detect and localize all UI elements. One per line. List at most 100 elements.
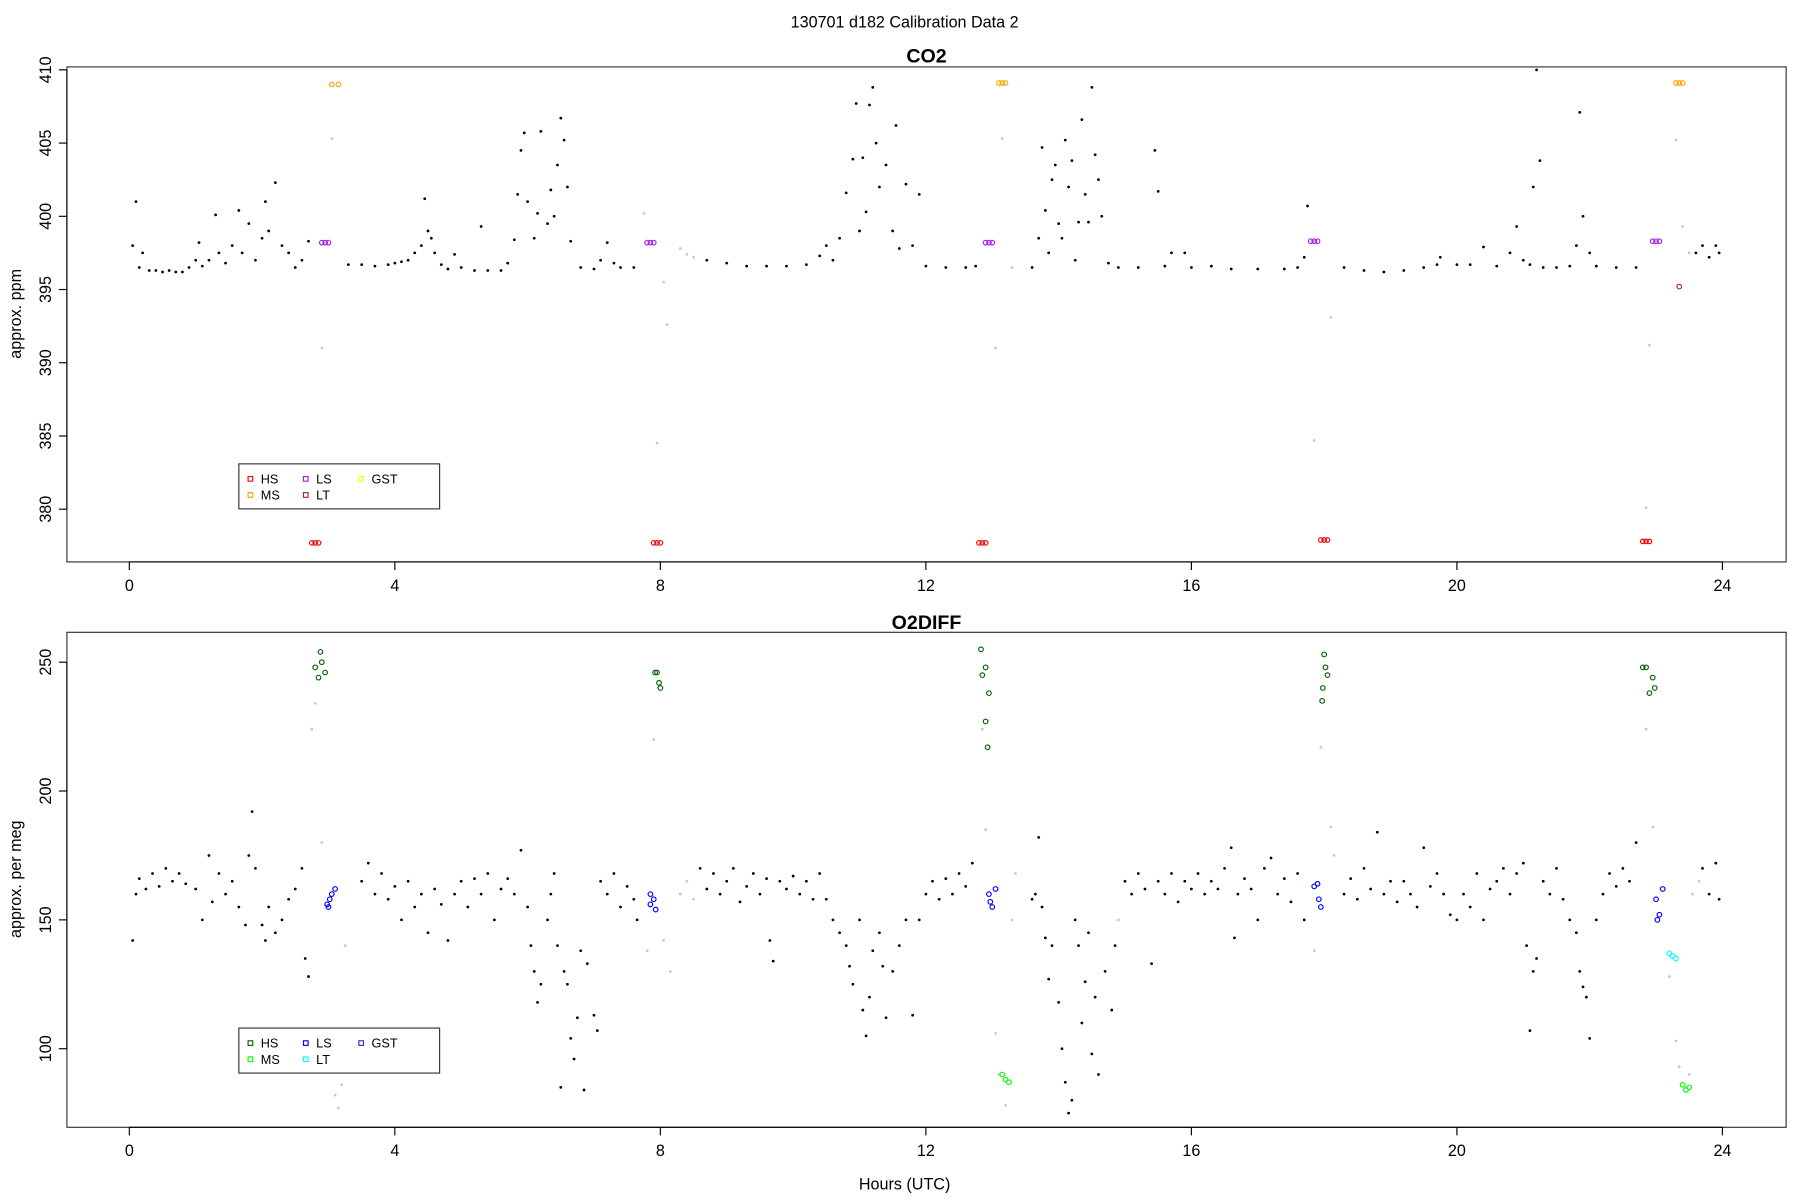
sample-point: [1402, 879, 1406, 883]
sample-point: [413, 905, 417, 909]
sample-point: [1093, 153, 1097, 157]
sample-point: [1422, 846, 1426, 850]
flagged-point: [1312, 949, 1316, 953]
sample-point: [493, 918, 496, 922]
sample-point: [187, 266, 191, 269]
sample-point: [1561, 897, 1565, 901]
calibration-point-hs: [654, 669, 660, 676]
calibration-point-hs: [322, 669, 329, 676]
sample-point: [1581, 985, 1585, 989]
sample-point: [200, 918, 204, 922]
sample-point: [791, 874, 795, 878]
sample-point: [1282, 267, 1286, 271]
sample-point: [453, 892, 456, 896]
panel-title: O2DIFF: [892, 612, 962, 634]
sample-point: [1389, 879, 1392, 883]
calibration-point-ls: [318, 239, 325, 246]
sample-point: [811, 897, 815, 901]
sample-point: [1302, 255, 1306, 259]
calibration-point-ls: [1659, 886, 1666, 892]
sample-point: [881, 964, 885, 968]
sample-point: [1123, 879, 1127, 883]
flagged-point: [994, 1031, 997, 1035]
legend-label-ms: MS: [261, 489, 280, 503]
sample-point: [516, 192, 520, 196]
flagged-point: [668, 970, 672, 973]
sample-point: [705, 887, 709, 891]
sample-point: [951, 892, 954, 896]
sample-point: [1170, 872, 1173, 875]
calibration-point-ls: [1653, 238, 1659, 245]
sample-point: [1342, 266, 1346, 269]
sample-point: [575, 1016, 579, 1020]
sample-point: [1455, 918, 1459, 922]
sample-point: [1073, 918, 1077, 922]
calibration-point-hs: [312, 664, 319, 671]
sample-point: [240, 251, 244, 255]
sample-point: [878, 185, 881, 189]
sample-point: [207, 854, 211, 857]
calibration-point-ls: [987, 898, 994, 905]
flagged-point: [1319, 745, 1323, 749]
sample-point: [273, 181, 277, 185]
sample-point: [585, 962, 589, 966]
sample-point: [1057, 222, 1061, 226]
calibration-point-ls: [1315, 896, 1322, 903]
sample-point: [386, 263, 390, 267]
calibration-point-hs: [1649, 674, 1656, 681]
sample-point: [217, 872, 221, 875]
calibration-point-hs: [1322, 664, 1329, 671]
sample-point: [874, 141, 878, 145]
sample-point: [1100, 214, 1104, 218]
flagged-point: [692, 255, 695, 259]
calibration-point-ms: [328, 81, 335, 88]
sample-point: [386, 897, 390, 901]
sample-point: [599, 258, 602, 262]
sample-point: [917, 918, 921, 922]
x-tick-label: 20: [1448, 1142, 1466, 1160]
sample-point: [307, 239, 310, 243]
sample-point: [1034, 892, 1037, 896]
sample-point: [582, 1088, 586, 1092]
sample-point: [1136, 872, 1140, 875]
calibration-point-ms: [335, 81, 342, 88]
sample-point: [300, 258, 304, 262]
sample-point: [1594, 264, 1598, 268]
sample-point: [798, 892, 802, 896]
sample-point: [131, 244, 135, 247]
sample-point: [1462, 892, 1465, 896]
sample-point: [499, 269, 503, 272]
legend-label-ms: MS: [261, 1053, 280, 1067]
sample-point: [851, 982, 855, 986]
sample-point: [1136, 266, 1140, 269]
sample-point: [1289, 900, 1293, 904]
flagged-point: [330, 137, 334, 141]
sample-point: [1362, 269, 1366, 272]
sample-point: [1050, 944, 1054, 948]
sample-point: [1415, 905, 1419, 909]
sample-point: [1296, 266, 1299, 269]
sample-point: [546, 222, 549, 226]
sample-point: [1090, 1052, 1094, 1056]
sample-point: [1209, 264, 1213, 268]
sample-point: [924, 892, 928, 896]
calibration-point-hs: [318, 659, 325, 666]
sample-point: [1634, 841, 1638, 844]
sample-point: [1060, 1047, 1064, 1051]
sample-point: [280, 244, 284, 247]
calibration-point-ls: [647, 239, 654, 246]
calibration-point-hs: [1651, 685, 1658, 691]
sample-point: [200, 264, 204, 268]
sample-point: [1714, 244, 1718, 247]
calibration-point-ls: [1656, 911, 1663, 918]
legend-label-ls: LS: [316, 472, 332, 486]
sample-point: [698, 866, 702, 870]
sample-point: [366, 861, 370, 865]
sample-point: [884, 1016, 888, 1020]
sample-point: [406, 258, 410, 262]
sample-point: [937, 897, 941, 901]
sample-point: [1302, 918, 1306, 922]
figure-title: 130701 d182 Calibration Data 2: [791, 14, 1019, 32]
sample-point: [210, 900, 214, 904]
sample-point: [1190, 887, 1193, 891]
